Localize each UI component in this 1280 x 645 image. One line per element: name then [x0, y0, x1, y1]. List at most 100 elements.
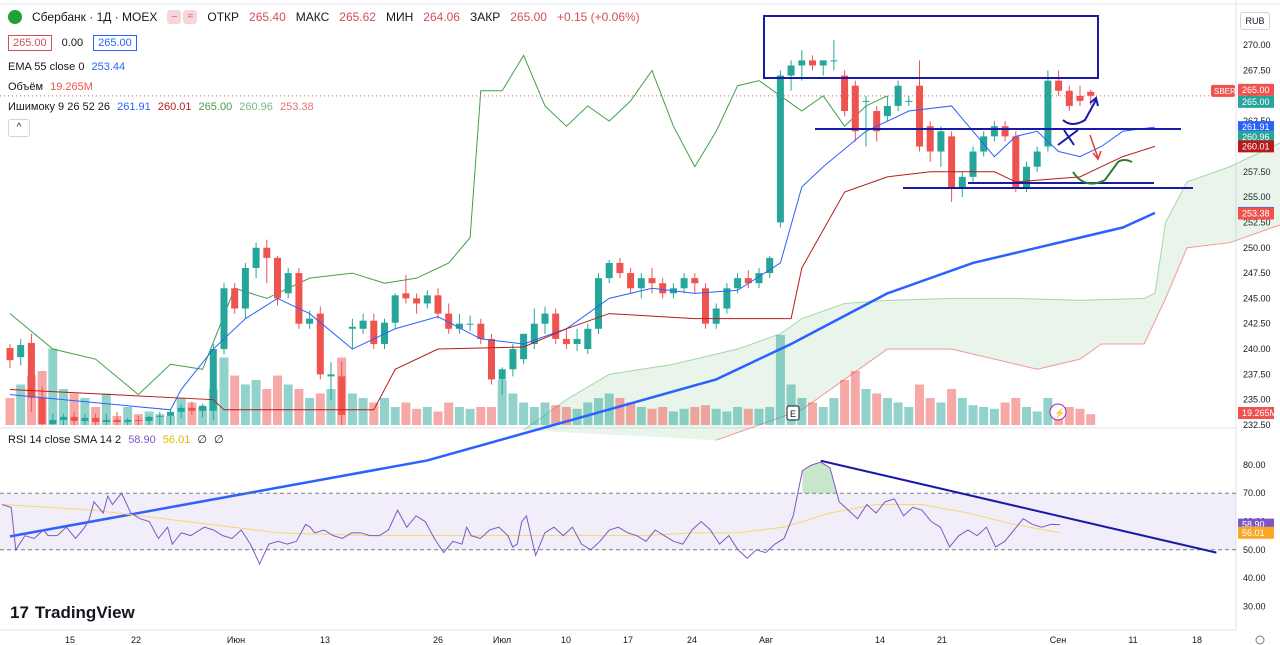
price-tick-label: 255.00 — [1243, 192, 1271, 202]
volume-bar — [69, 393, 79, 425]
close-label: ЗАКР — [469, 10, 501, 24]
time-tick-label: 17 — [623, 635, 633, 645]
price-label-bg — [1238, 95, 1274, 108]
price-label-bg — [1238, 207, 1274, 220]
candle-body — [819, 60, 827, 66]
candle-body — [1023, 166, 1030, 187]
time-tick-label: Авг — [759, 635, 774, 645]
rsi-tick-label: 80.00 — [1243, 460, 1266, 470]
candle-body — [787, 65, 795, 76]
candle-body — [509, 349, 517, 370]
rsi-legend[interactable]: RSI 14 close SMA 14 2 58.90 56.01 ∅ ∅ — [8, 433, 228, 446]
volume-label: Объём — [8, 81, 44, 93]
candle-body — [113, 419, 121, 422]
price-label: 265.00 — [1242, 85, 1270, 95]
price-label: 265.00 — [1242, 97, 1270, 107]
trade-row: 265.00 0.00 265.00 — [8, 35, 141, 51]
volume-bar — [5, 398, 15, 425]
candle-body — [306, 318, 314, 324]
candle-body — [851, 85, 859, 132]
ichimoku-span-a — [523, 142, 1280, 431]
volume-bar — [283, 384, 293, 425]
ichimoku-legend[interactable]: Ишимоку 9 26 52 26 261.91 260.01 265.00 … — [8, 101, 318, 113]
volume-bar — [882, 398, 892, 425]
candle-body — [905, 100, 913, 102]
volume-bar — [818, 407, 828, 425]
volume-bar — [711, 408, 721, 425]
sell-button[interactable]: 265.00 — [8, 35, 52, 51]
price-label: 260.01 — [1242, 141, 1270, 151]
compare-buttons[interactable]: – ≈ — [167, 10, 198, 24]
low-value: 264.06 — [423, 10, 460, 24]
currency-button[interactable]: RUB — [1240, 12, 1270, 30]
collapse-legend-button[interactable]: ^ — [8, 119, 30, 137]
volume-bar — [347, 393, 357, 425]
volume-bar — [101, 393, 111, 425]
candle-body — [455, 323, 463, 329]
candle-body — [691, 278, 699, 284]
open-label: ОТКР — [207, 10, 240, 24]
volume-bar — [358, 398, 368, 425]
volume-bar — [540, 402, 550, 425]
candle-body — [391, 295, 399, 323]
candle-body — [423, 295, 431, 304]
rsi-tick-label: 50.00 — [1243, 545, 1266, 555]
price-tick-label: 250.00 — [1243, 243, 1271, 253]
candle-body — [1001, 126, 1009, 137]
volume-bar — [829, 398, 839, 425]
price-label: 253.38 — [1242, 209, 1270, 219]
lightning-icon — [1049, 403, 1067, 421]
candle-body — [883, 105, 891, 117]
volume-bar — [615, 398, 625, 425]
price-label-bg — [1238, 83, 1274, 96]
volume-bar — [508, 393, 518, 425]
candle-body — [637, 278, 645, 289]
volume-bar — [561, 407, 571, 425]
candle-body — [156, 415, 164, 417]
open-value: 265.40 — [249, 10, 286, 24]
volume-bar — [722, 411, 732, 425]
candle-body — [488, 338, 495, 380]
drawn-down-arrow — [1089, 134, 1102, 161]
candle-body — [552, 313, 560, 339]
symbol-price-tag — [1211, 84, 1235, 97]
candle-body — [274, 257, 281, 299]
candle-body — [755, 273, 763, 284]
price-tick-label: 267.50 — [1243, 66, 1271, 76]
ema-line — [9, 211, 1156, 538]
price-label-bg — [1238, 130, 1274, 143]
time-tick-label: Июн — [227, 635, 245, 645]
price-tick-label: 235.00 — [1243, 395, 1271, 405]
volume-bar — [979, 407, 989, 425]
buy-button[interactable]: 265.00 — [93, 35, 137, 51]
change-value: +0.15 (+0.06%) — [556, 10, 640, 24]
dash-icon[interactable]: – — [167, 10, 182, 24]
candle-body — [862, 100, 870, 102]
symbol-title[interactable]: Сбербанк · 1Д · MOEX — [32, 10, 158, 24]
volume-bar — [690, 407, 700, 425]
candle-body — [841, 75, 849, 112]
candle-body — [894, 85, 902, 106]
candle-body — [167, 411, 174, 416]
candle-body — [295, 273, 303, 324]
volume-legend[interactable]: Объём 19.265M — [8, 81, 97, 93]
volume-bar — [840, 380, 850, 425]
approx-icon[interactable]: ≈ — [183, 10, 198, 24]
drawn-resistance-box — [763, 15, 1099, 79]
candle-body — [776, 75, 784, 223]
tradingview-wordmark: TradingView — [34, 603, 135, 622]
candle-body — [916, 85, 923, 147]
volume-bar — [422, 407, 432, 425]
candle-body — [1044, 80, 1052, 147]
candle-body — [209, 349, 217, 411]
ema-legend[interactable]: EMA 55 close 0 253.44 — [8, 61, 129, 73]
rsi-label: RSI 14 close SMA 14 2 — [8, 434, 122, 446]
tradingview-logo[interactable]: 17 TradingView — [10, 603, 135, 623]
candle-body — [316, 313, 324, 375]
candle-body — [81, 417, 89, 421]
candle-body — [252, 247, 260, 269]
volume-bar — [294, 389, 304, 425]
volume-bar — [861, 389, 871, 425]
candle-body — [809, 60, 816, 66]
